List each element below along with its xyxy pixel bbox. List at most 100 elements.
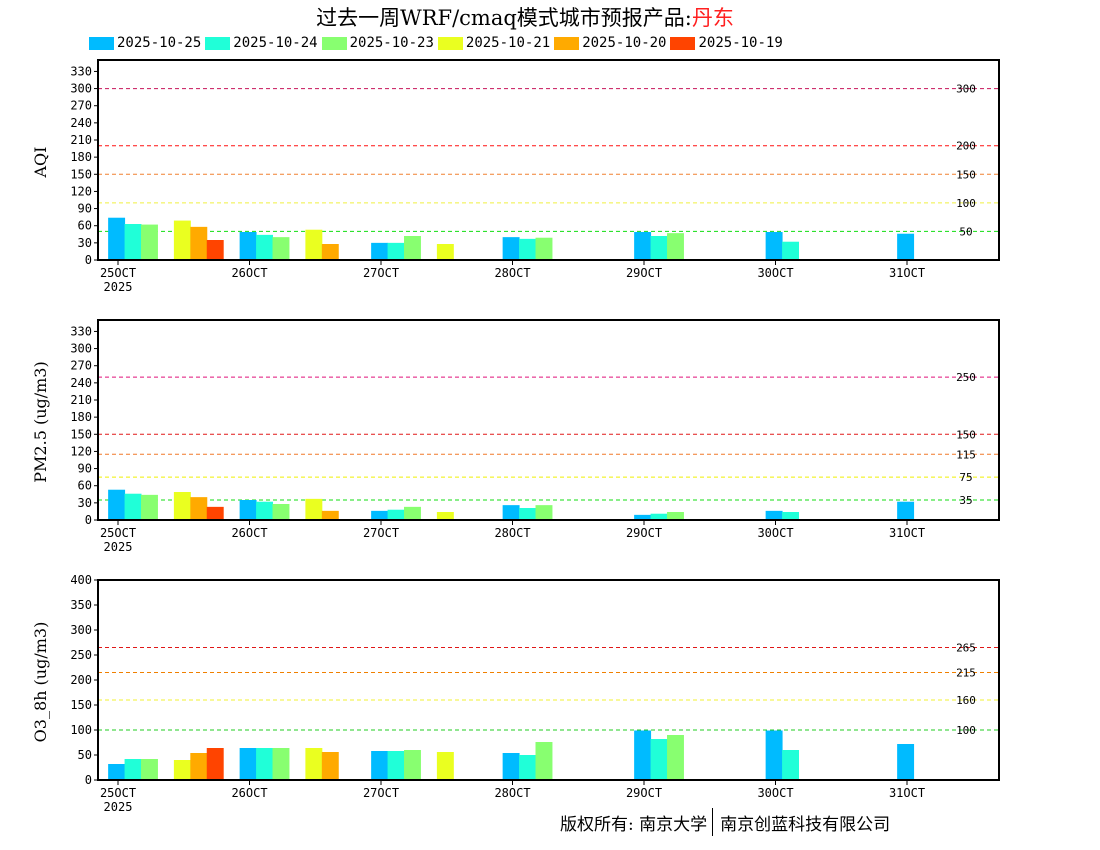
x-year-label: 2025 — [104, 280, 133, 294]
x-tick-label: 26OCT — [231, 526, 267, 540]
y-tick-label: 60 — [78, 479, 92, 493]
bar-2025-10-25 — [765, 510, 783, 520]
legend-label: 2025-10-21 — [465, 35, 551, 51]
y-tick-label: 180 — [70, 150, 92, 164]
y-tick-label: 210 — [70, 393, 92, 407]
bar-2025-10-23 — [141, 224, 158, 260]
bar-2025-10-25 — [897, 233, 915, 260]
bar-2025-10-25 — [108, 764, 126, 780]
y-tick-label: 200 — [70, 673, 92, 687]
bar-2025-10-23 — [535, 742, 553, 780]
bar-2025-10-23 — [272, 748, 290, 780]
bar-2025-10-20 — [190, 753, 208, 780]
bar-2025-10-24 — [519, 755, 537, 780]
bar-2025-10-23 — [141, 494, 158, 520]
y-tick-label: 180 — [70, 410, 92, 424]
bar-2025-10-25 — [108, 217, 126, 260]
bar-2025-10-21 — [436, 752, 454, 780]
bar-2025-10-23 — [272, 504, 290, 520]
threshold-label: 250 — [956, 371, 976, 384]
bar-2025-10-25 — [239, 748, 257, 780]
bar-2025-10-25 — [239, 232, 257, 260]
x-tick-label: 25OCT — [100, 786, 136, 800]
y-tick-label: 240 — [70, 376, 92, 390]
y-tick-label: 210 — [70, 133, 92, 147]
y-tick-label: 30 — [78, 496, 92, 510]
copyright-left: 版权所有: 南京大学 — [560, 814, 708, 835]
bar-2025-10-25 — [371, 510, 389, 520]
bar-2025-10-20 — [190, 497, 208, 520]
y-tick-label: 30 — [78, 236, 92, 250]
bar-2025-10-21 — [436, 512, 454, 520]
x-tick-label: 27OCT — [363, 526, 399, 540]
legend-swatch — [205, 36, 231, 50]
plot-frame — [97, 59, 1000, 261]
legend-label: 2025-10-25 — [117, 35, 202, 51]
threshold-label: 300 — [956, 83, 976, 96]
bar-2025-10-24 — [124, 224, 142, 260]
x-tick-label: 28OCT — [494, 786, 530, 800]
x-tick-label: 31OCT — [889, 266, 925, 280]
y-axis-label: PM2.5 (ug/m3) — [31, 361, 50, 482]
bar-2025-10-24 — [519, 238, 537, 260]
y-axis-label: O3_8h (ug/m3) — [31, 622, 50, 743]
threshold-label: 265 — [956, 642, 976, 655]
bar-2025-10-23 — [535, 505, 553, 520]
legend-item: 2025-10-20 — [554, 35, 666, 51]
bar-2025-10-24 — [519, 508, 537, 520]
threshold-label: 100 — [956, 197, 976, 210]
bar-2025-10-23 — [535, 237, 553, 260]
plot-frame — [97, 319, 1000, 521]
threshold-label: 75 — [959, 471, 972, 484]
legend-swatch — [554, 36, 580, 50]
bar-2025-10-24 — [782, 241, 800, 260]
bar-2025-10-24 — [256, 234, 274, 260]
bar-2025-10-25 — [502, 753, 520, 780]
x-tick-label: 31OCT — [889, 786, 925, 800]
x-tick-label: 27OCT — [363, 786, 399, 800]
x-tick-label: 28OCT — [494, 526, 530, 540]
bar-2025-10-24 — [387, 751, 405, 780]
legend-swatch — [321, 36, 347, 50]
bar-2025-10-23 — [667, 233, 684, 260]
y-tick-label: 150 — [70, 167, 92, 181]
y-tick-label: 270 — [70, 359, 92, 373]
bar-2025-10-25 — [371, 242, 389, 260]
y-tick-label: 90 — [78, 202, 92, 216]
bar-2025-10-23 — [404, 236, 421, 260]
y-tick-label: 270 — [70, 99, 92, 113]
bar-2025-10-25 — [765, 232, 783, 260]
bar-2025-10-19 — [206, 748, 224, 780]
bar-2025-10-20 — [190, 226, 208, 260]
legend-label: 2025-10-24 — [233, 35, 318, 51]
bar-2025-10-24 — [650, 236, 668, 260]
chart-title: 过去一周WRF/cmaq模式城市预报产品:丹东 — [0, 2, 1050, 32]
threshold-label: 160 — [956, 694, 976, 707]
y-tick-label: 150 — [70, 427, 92, 441]
bar-2025-10-24 — [387, 242, 405, 260]
y-tick-label: 240 — [70, 116, 92, 130]
bar-2025-10-20 — [321, 510, 339, 520]
y-tick-label: 0 — [85, 513, 92, 527]
y-tick-label: 330 — [70, 324, 92, 338]
bar-2025-10-21 — [173, 492, 191, 520]
legend: 2025-10-25 2025-10-24 2025-10-23 2025-10-21… — [89, 35, 787, 51]
x-tick-label: 26OCT — [231, 266, 267, 280]
bar-2025-10-20 — [321, 752, 339, 780]
bar-2025-10-25 — [897, 501, 915, 520]
bar-2025-10-24 — [124, 759, 142, 780]
legend-label: 2025-10-20 — [582, 35, 667, 51]
bar-2025-10-21 — [305, 748, 323, 780]
y-tick-label: 100 — [70, 723, 92, 737]
threshold-label: 215 — [956, 667, 976, 680]
bar-2025-10-25 — [502, 237, 520, 260]
y-tick-label: 300 — [70, 82, 92, 96]
x-year-label: 2025 — [104, 540, 133, 554]
x-tick-label: 28OCT — [494, 266, 530, 280]
y-tick-label: 120 — [70, 444, 92, 458]
bar-2025-10-23 — [404, 506, 421, 520]
threshold-label: 100 — [956, 724, 976, 737]
x-tick-label: 30OCT — [757, 266, 793, 280]
bar-2025-10-25 — [108, 489, 126, 520]
y-tick-label: 0 — [85, 253, 92, 267]
